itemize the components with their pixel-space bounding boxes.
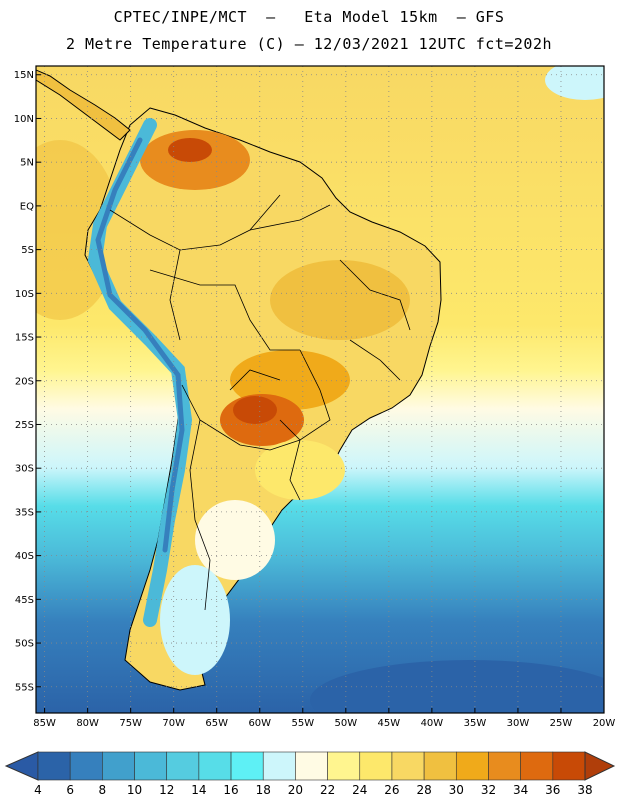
lon-label: 50W	[335, 718, 358, 729]
colorbar-swatch	[327, 751, 361, 781]
colorbar-label: 6	[66, 783, 74, 797]
colorbar-label: 16	[223, 783, 238, 797]
lon-label: 40W	[421, 718, 444, 729]
lon-label: 25W	[550, 718, 573, 729]
colorbar-swatch	[166, 751, 200, 781]
lon-label: 80W	[76, 718, 99, 729]
lat-label: 5N	[20, 158, 34, 169]
colorbar-label: 24	[352, 783, 367, 797]
central-america-land	[36, 69, 131, 141]
lon-label: 65W	[205, 718, 228, 729]
colorbar-label: 4	[34, 783, 42, 797]
cool-region-patagonia	[160, 565, 230, 675]
colorbar-label: 18	[256, 783, 271, 797]
colorbar: 4 6 8 10 12 14 16 18 20 22 24 26 28 30 32 34 36 38	[4, 751, 616, 797]
colorbar-label: 12	[159, 783, 174, 797]
lat-label: 30S	[15, 464, 34, 475]
lat-label: 15N	[14, 70, 34, 81]
lon-label: 70W	[162, 718, 185, 729]
colorbar-swatch	[102, 751, 135, 781]
colorbar-label: 32	[481, 783, 496, 797]
colorbar-swatch	[295, 751, 328, 781]
colorbar-swatch	[198, 751, 232, 781]
map-frame	[35, 65, 605, 714]
country-borders	[109, 194, 411, 611]
colorbar-label: 20	[288, 783, 303, 797]
colorbar-swatch	[134, 751, 168, 781]
colorbar-label: 26	[384, 783, 399, 797]
colorbar-swatch	[455, 751, 489, 781]
colorbar-label: 28	[416, 783, 431, 797]
colorbar-swatch	[488, 751, 521, 781]
lon-label: 55W	[291, 718, 314, 729]
colorbar-swatch	[37, 751, 71, 781]
temperature-map: 15N 10N 5N EQ 5S 10S 15S 20S 25S 30S 35S 40S 45S 50S 5…	[14, 65, 615, 729]
andes-coldest-belt	[95, 137, 185, 553]
colorbar-label: 14	[191, 783, 206, 797]
colorbar-swatch	[391, 751, 425, 781]
colorbar-swatch	[423, 751, 457, 781]
lat-label: 45S	[15, 595, 34, 606]
lat-label: 55S	[15, 682, 34, 693]
lon-label: 45W	[378, 718, 401, 729]
chart-title: CPTEC/INPE/MCT – Eta Model 15km – GFS	[113, 8, 505, 26]
lat-label: EQ	[20, 201, 34, 212]
lat-label: 20S	[15, 376, 34, 387]
colorbar-swatch	[359, 751, 393, 781]
warm-region-brazil	[270, 260, 410, 340]
lat-label: 50S	[15, 639, 34, 650]
lat-label: 40S	[15, 551, 34, 562]
hottest-core-north	[168, 138, 212, 162]
colorbar-swatch	[69, 751, 103, 781]
colorbar-swatch	[552, 751, 586, 781]
lon-label: 85W	[33, 718, 56, 729]
lon-label: 30W	[507, 718, 530, 729]
lat-label: 5S	[21, 245, 34, 256]
colorbar-swatch	[230, 751, 264, 781]
colorbar-label: 10	[127, 783, 142, 797]
lon-label: 60W	[248, 718, 271, 729]
latitude-labels: 15N 10N 5N EQ 5S 10S 15S 20S 25S 30S 35S 40S 45S 50S 5…	[14, 70, 41, 693]
colorbar-label: 22	[320, 783, 335, 797]
colorbar-label: 30	[449, 783, 464, 797]
lat-label: 10S	[15, 289, 34, 300]
atlantic-cool-patch	[545, 66, 604, 100]
colorbar-low-arrow	[4, 751, 39, 781]
lon-label: 35W	[464, 718, 487, 729]
longitude-labels: 85W 80W 75W 70W 65W 60W 55W 50W 45W 40W 35W 30W 25W 2…	[33, 708, 615, 729]
cold-southern-ocean	[310, 660, 604, 713]
lat-label: 25S	[15, 420, 34, 431]
hottest-core-chaco	[233, 396, 277, 424]
mild-region-patagonia-north	[195, 500, 275, 580]
lon-label: 75W	[119, 718, 142, 729]
chart-subtitle: 2 Metre Temperature (C) – 12/03/2021 12U…	[65, 35, 553, 53]
lat-label: 15S	[15, 333, 34, 344]
colorbar-swatch	[262, 751, 296, 781]
colorbar-label: 8	[99, 783, 107, 797]
colorbar-label: 38	[577, 783, 592, 797]
colorbar-swatch	[520, 751, 554, 781]
mild-region-south	[255, 440, 345, 500]
lon-label: 20W	[593, 718, 616, 729]
colorbar-label: 36	[545, 783, 560, 797]
lat-label: 10N	[14, 114, 34, 125]
colorbar-high-arrow	[584, 751, 616, 781]
lat-label: 35S	[15, 507, 34, 518]
colorbar-label: 34	[513, 783, 528, 797]
